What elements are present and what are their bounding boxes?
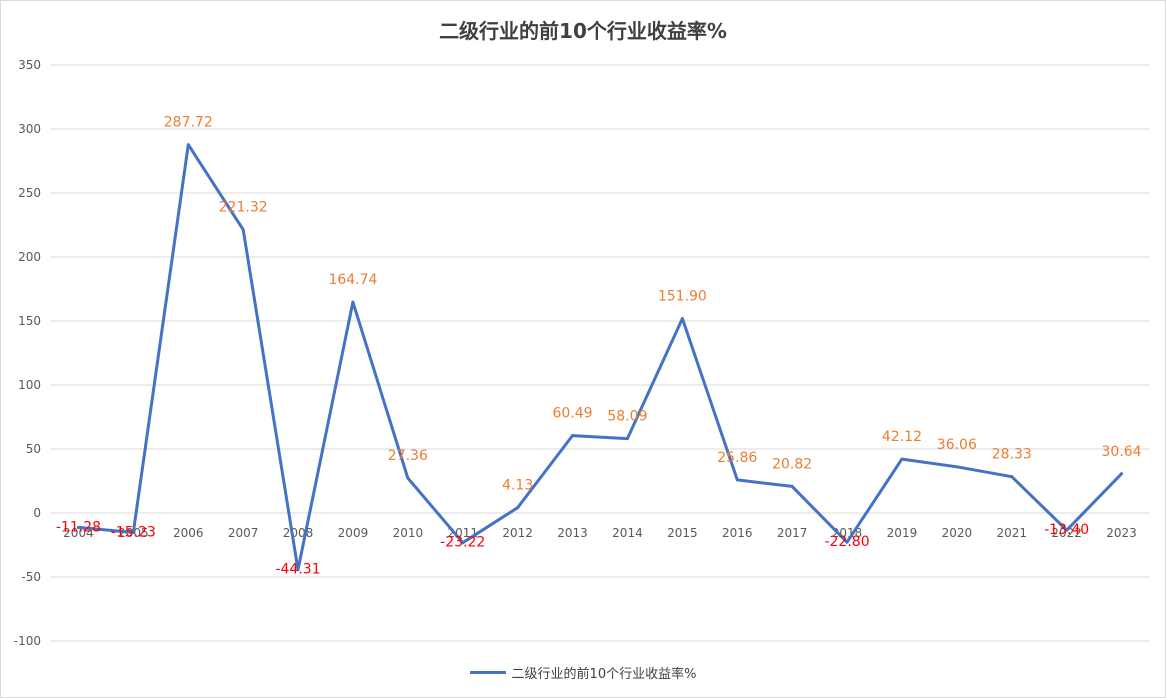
data-label: 60.49 — [553, 406, 593, 422]
data-point — [845, 540, 849, 544]
data-label: 30.64 — [1102, 444, 1142, 460]
data-point — [571, 434, 575, 438]
y-tick-label: -50 — [21, 570, 41, 584]
y-tick-label: 0 — [33, 506, 41, 520]
x-tick-label: 2015 — [667, 526, 698, 540]
data-point — [461, 541, 465, 545]
data-point — [680, 317, 684, 321]
data-label: -22.80 — [824, 534, 869, 550]
x-tick-label: 2017 — [777, 526, 808, 540]
data-point — [351, 300, 355, 304]
x-tick-label: 2019 — [887, 526, 918, 540]
y-tick-label: 350 — [18, 58, 41, 72]
data-label: 58.09 — [607, 409, 647, 425]
data-point — [625, 437, 629, 441]
legend-label: 二级行业的前10个行业收益率% — [511, 667, 697, 682]
data-point — [406, 476, 410, 480]
data-label: 42.12 — [882, 429, 922, 445]
data-label: -23.22 — [440, 535, 485, 551]
y-tick-label: 50 — [26, 442, 41, 456]
x-tick-label: 2023 — [1106, 526, 1137, 540]
data-label: 25.86 — [717, 450, 757, 466]
data-point — [1010, 475, 1014, 479]
x-tick-label: 2007 — [228, 526, 259, 540]
data-point — [900, 457, 904, 461]
x-tick-label: 2016 — [722, 526, 753, 540]
data-point — [1120, 472, 1124, 476]
x-tick-label: 2012 — [502, 526, 533, 540]
chart-title: 二级行业的前10个行业收益率% — [439, 19, 727, 43]
y-tick-label: 300 — [18, 122, 41, 136]
x-tick-label: 2022 — [1051, 526, 1082, 540]
data-point — [186, 143, 190, 147]
data-label: 221.32 — [219, 200, 268, 216]
legend: 二级行业的前10个行业收益率% — [1, 663, 1165, 682]
data-label: 20.82 — [772, 456, 812, 472]
y-tick-label: 200 — [18, 250, 41, 264]
x-tick-label: 2021 — [996, 526, 1027, 540]
y-tick-label: 150 — [18, 314, 41, 328]
data-label: 151.90 — [658, 289, 707, 305]
data-label: 28.33 — [992, 447, 1032, 463]
x-tick-label: 2013 — [557, 526, 588, 540]
x-tick-label: 2006 — [173, 526, 204, 540]
data-point — [790, 484, 794, 488]
data-label: -44.31 — [275, 562, 320, 578]
x-tick-label: 2010 — [393, 526, 424, 540]
y-tick-label: 100 — [18, 378, 41, 392]
data-label: -13.40 — [1044, 522, 1089, 538]
y-tick-label: -100 — [14, 634, 41, 648]
x-tick-label: 2009 — [338, 526, 369, 540]
data-label: -11.28 — [56, 519, 101, 535]
data-point — [516, 506, 520, 510]
data-point — [76, 525, 80, 529]
data-point — [735, 478, 739, 482]
data-point — [955, 465, 959, 469]
legend-line-swatch — [469, 671, 506, 674]
y-tick-label: 250 — [18, 186, 41, 200]
data-label: 36.06 — [937, 437, 977, 453]
data-label: -15.23 — [111, 524, 156, 540]
data-label: 4.13 — [502, 478, 533, 494]
series-line — [77, 143, 1123, 572]
data-point — [241, 228, 245, 232]
x-tick-label: 2020 — [942, 526, 973, 540]
data-point — [131, 530, 135, 534]
data-point — [296, 568, 300, 572]
x-tick-label: 2008 — [283, 526, 314, 540]
data-label: 164.74 — [328, 272, 377, 288]
data-label: 287.72 — [164, 115, 213, 131]
data-label: 27.36 — [388, 448, 428, 464]
x-tick-label: 2014 — [612, 526, 643, 540]
data-point — [1065, 528, 1069, 532]
